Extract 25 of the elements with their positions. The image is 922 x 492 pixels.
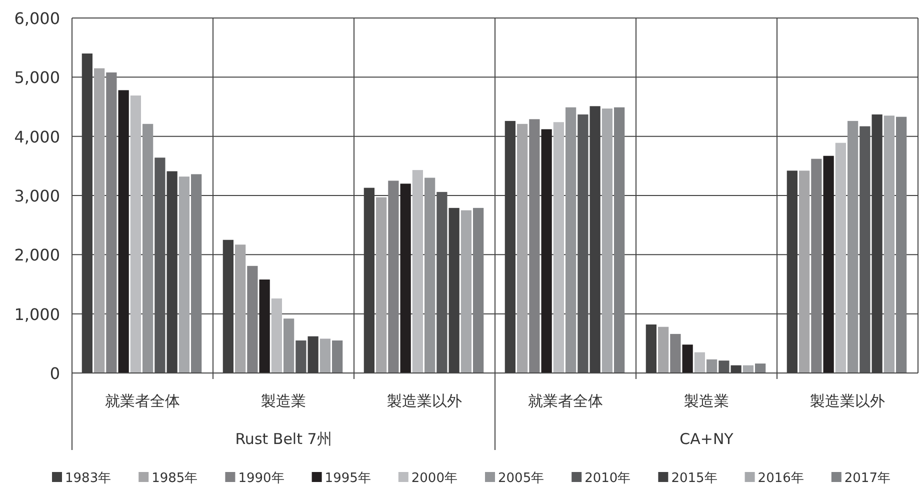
x-tick-label: 就業者全体 [105,392,180,410]
x-tick-label: 製造業以外 [387,392,462,410]
legend-label: 2005年 [498,471,544,486]
y-tick-label: 1,000 [14,304,60,324]
legend-label: 1985年 [152,471,198,486]
x-tick-label: 製造業 [684,392,729,410]
y-tick-label: 4,000 [14,127,60,146]
legend-label: 1995年 [324,471,371,486]
text: CA+NY [680,430,734,448]
legend-label: 1990年 [238,471,284,486]
legend-label: 1983年 [65,471,112,486]
legend-label: 2015年 [671,471,718,486]
legend-label: 2016年 [758,471,804,486]
x-tick-label: 就業者全体 [528,392,603,410]
y-tick-label: 5,000 [14,68,60,88]
y-tick-label: 6,000 [14,9,60,28]
y-tick-label: 0 [50,364,60,383]
text: Rust Belt 7州 [235,430,332,448]
legend-label: 2000年 [411,471,458,486]
legend-label: 2010年 [584,471,631,486]
y-tick-label: 2,000 [14,246,60,265]
legend-label: 2017年 [844,471,890,486]
x-tick-label: 製造業以外 [810,392,885,410]
y-tick-label: 3,000 [14,186,60,206]
x-tick-label: 製造業 [261,392,306,410]
